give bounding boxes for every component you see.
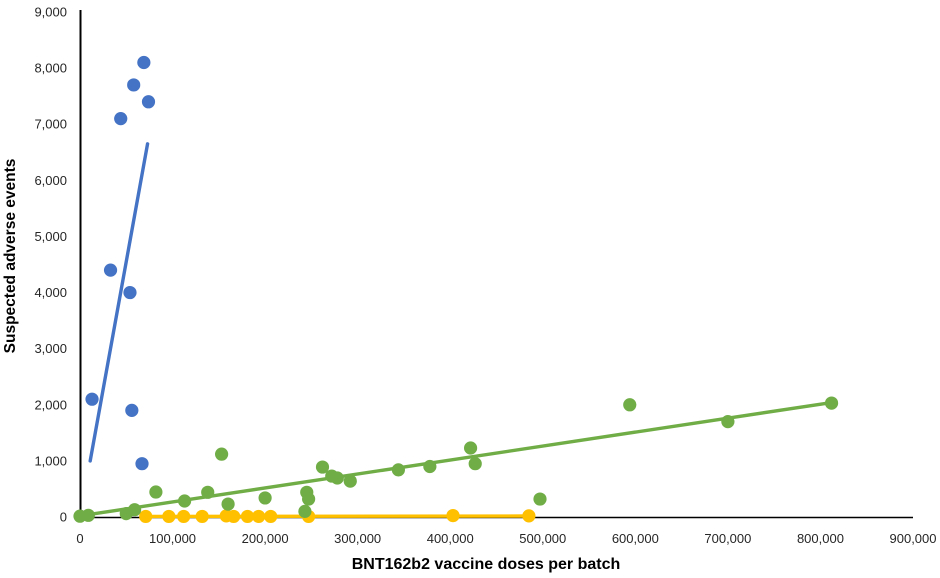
series-yellow-point xyxy=(177,509,191,524)
y-tick-label: 2,000 xyxy=(34,397,67,412)
y-tick-label: 4,000 xyxy=(34,285,67,300)
y-tick-label: 1,000 xyxy=(34,453,67,468)
x-tick-label: 100,000 xyxy=(149,531,196,546)
y-tick-label: 7,000 xyxy=(34,117,67,132)
series-green-point xyxy=(423,459,437,474)
y-tick-label: 8,000 xyxy=(34,61,67,76)
series-green-point xyxy=(81,508,95,522)
series-yellow-point xyxy=(264,509,278,524)
series-blue-point xyxy=(135,457,149,471)
x-tick-label: 400,000 xyxy=(427,531,474,546)
series-green-point xyxy=(302,492,316,506)
series-green-point xyxy=(177,494,192,508)
series-blue-point xyxy=(123,285,137,300)
series-green-point xyxy=(201,485,215,499)
x-tick-label: 0 xyxy=(76,531,83,546)
series-blue-point xyxy=(103,263,118,277)
series-green-point xyxy=(623,398,637,412)
y-tick-label: 0 xyxy=(60,510,67,525)
series-blue-point xyxy=(141,95,156,109)
x-tick-label: 600,000 xyxy=(612,531,659,546)
series-blue-point xyxy=(85,392,99,406)
series-yellow-point xyxy=(446,508,460,523)
x-tick-label: 500,000 xyxy=(519,531,566,546)
series-green-point xyxy=(128,503,142,517)
series-green-point xyxy=(463,441,478,455)
x-tick-label: 900,000 xyxy=(890,531,937,546)
series-green-point xyxy=(330,471,344,485)
series-blue-point xyxy=(127,78,141,92)
series-green-point xyxy=(343,474,357,488)
x-tick-label: 800,000 xyxy=(797,531,844,546)
series-yellow-point xyxy=(240,509,255,524)
x-tick-label: 700,000 xyxy=(704,531,751,546)
series-blue-point xyxy=(114,112,128,126)
series-green-point xyxy=(468,457,482,471)
series-green-point xyxy=(215,447,229,461)
series-green-point xyxy=(391,463,405,477)
series-green-point xyxy=(298,504,312,518)
y-axis-title: Suspected adverse events xyxy=(2,158,19,354)
series-blue-point xyxy=(137,55,151,70)
series-green-point xyxy=(149,485,163,499)
series-yellow-point xyxy=(227,509,241,524)
x-tick-label: 200,000 xyxy=(242,531,289,546)
series-blue-point xyxy=(125,403,139,417)
series-green-point xyxy=(258,491,272,505)
series-green-point xyxy=(533,492,547,506)
series-green-trendline xyxy=(80,400,834,518)
series-yellow-point xyxy=(522,509,536,523)
y-tick-label: 9,000 xyxy=(34,5,67,20)
series-yellow-point xyxy=(162,509,176,524)
x-tick-label: 300,000 xyxy=(334,531,381,546)
series-green-point xyxy=(824,396,839,410)
series-green-point xyxy=(315,460,330,474)
series-green-point xyxy=(221,497,235,511)
y-tick-label: 5,000 xyxy=(34,229,67,244)
y-tick-label: 6,000 xyxy=(34,173,67,188)
x-axis-title: BNT162b2 vaccine doses per batch xyxy=(351,556,621,573)
series-yellow-point xyxy=(195,509,209,524)
series-blue-trendline xyxy=(88,142,150,463)
series-yellow-point xyxy=(252,509,266,524)
series-green-point xyxy=(721,415,735,429)
y-tick-label: 3,000 xyxy=(34,341,67,356)
series-yellow-point xyxy=(139,509,153,524)
